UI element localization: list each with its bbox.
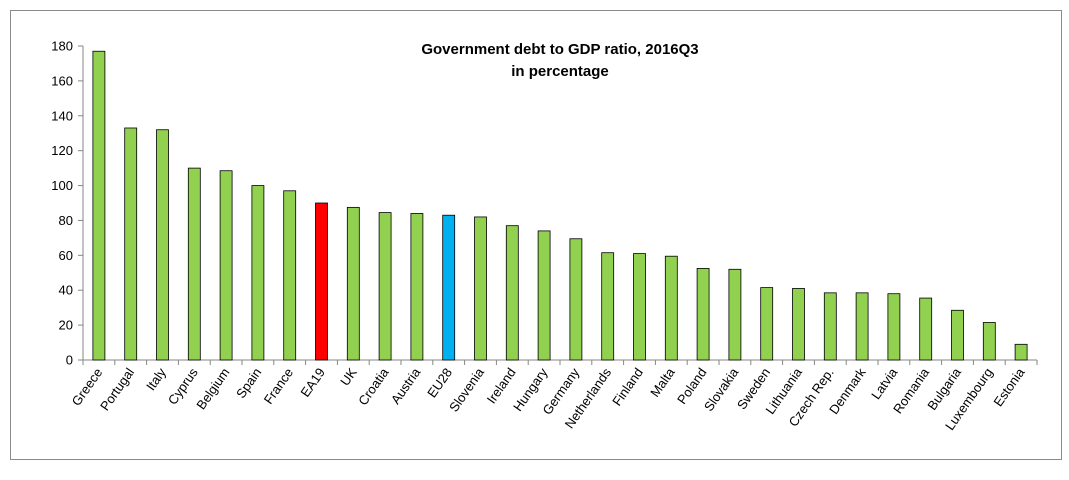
bar-eu28 <box>442 214 456 361</box>
bar-poland <box>696 268 710 361</box>
bar-bulgaria <box>951 309 964 361</box>
x-category-label: Spain <box>233 365 264 401</box>
bar-slovenia <box>474 216 487 361</box>
x-category-label: Belgium <box>193 365 232 412</box>
bar-slovakia <box>728 268 742 361</box>
x-category-label: France <box>261 365 296 407</box>
bar-netherlands <box>601 252 615 361</box>
y-tick-labels: 0 20 40 60 80 100 120 140 160 180 <box>51 39 73 368</box>
bar-estonia <box>1014 343 1028 361</box>
chart-title-group: Government debt to GDP ratio, 2016Q3 in … <box>421 41 698 80</box>
bar-finland <box>633 253 646 361</box>
x-category-label: Italy <box>143 365 169 394</box>
x-category-label: UK <box>337 365 360 389</box>
bar-ea19 <box>315 202 328 361</box>
bar-spain <box>251 185 265 361</box>
y-tick-label: 120 <box>51 143 73 158</box>
bar-germany <box>569 238 583 361</box>
x-category-label: Slovakia <box>701 364 742 413</box>
x-category-label: EA19 <box>297 365 328 400</box>
bar-lithuania <box>792 288 805 361</box>
y-tick-label: 40 <box>59 283 73 298</box>
bar-sweden <box>760 287 774 361</box>
bar-luxembourg <box>982 322 996 361</box>
bar-czech-rep <box>823 292 837 361</box>
bar-romania <box>919 297 933 361</box>
bar-latvia <box>887 293 901 361</box>
x-category-label: Malta <box>647 364 678 399</box>
bar-greece <box>92 50 106 361</box>
y-tick-label: 100 <box>51 178 73 193</box>
bar-denmark <box>855 292 869 361</box>
bars <box>92 50 1028 361</box>
chart-frame <box>10 10 1062 460</box>
y-tick-label: 140 <box>51 108 73 123</box>
chart-subtitle: in percentage <box>511 63 609 80</box>
y-tick-label: 60 <box>59 248 73 263</box>
x-category-label: Latvia <box>868 364 901 402</box>
x-category-label: Austria <box>388 364 424 406</box>
y-tick-label: 160 <box>51 73 73 88</box>
bar-cyprus <box>187 167 201 361</box>
bar-austria <box>410 213 424 361</box>
bar-hungary <box>537 230 551 361</box>
chart-title: Government debt to GDP ratio, 2016Q3 <box>421 41 698 58</box>
y-tick-label: 80 <box>59 213 73 228</box>
x-category-label: EU28 <box>424 365 455 400</box>
y-tick-label: 20 <box>59 318 73 333</box>
bar-uk <box>346 206 360 361</box>
bar-france <box>283 190 297 361</box>
y-tick-label: 0 <box>66 353 73 368</box>
bar-belgium <box>219 170 233 361</box>
bar-italy <box>156 129 169 361</box>
bar-malta <box>664 255 678 361</box>
bar-portugal <box>124 127 138 361</box>
axes <box>78 45 1038 365</box>
x-category-label: Croatia <box>355 364 392 408</box>
x-category-label: Estonia <box>990 364 1028 409</box>
x-category-label: Finland <box>609 365 646 409</box>
bar-ireland <box>505 225 519 361</box>
bar-croatia <box>378 212 392 361</box>
y-tick-label: 180 <box>51 39 73 54</box>
